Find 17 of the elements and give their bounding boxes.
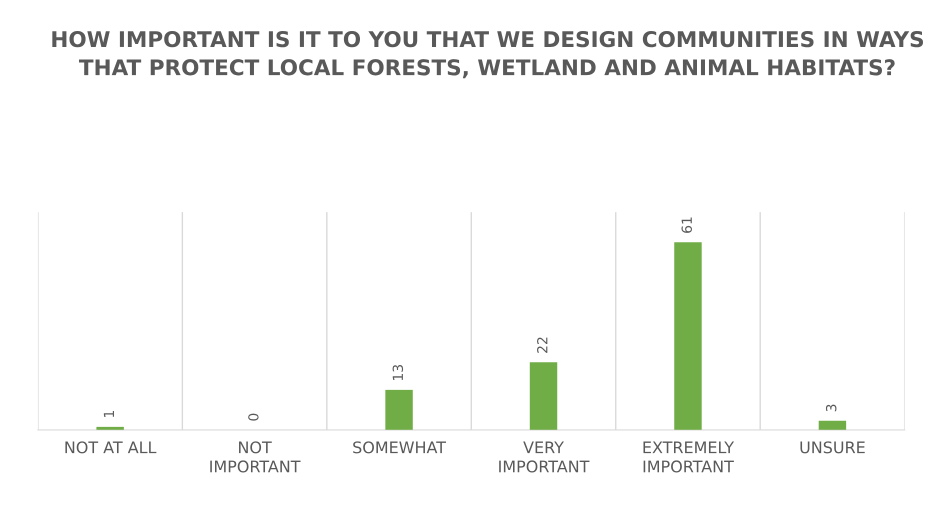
data-label: 61 xyxy=(681,217,692,233)
x-tick-label: NOT AT ALL xyxy=(65,441,156,454)
bar xyxy=(674,242,702,430)
data-label: 13 xyxy=(392,365,404,380)
x-tick-label: SOMEWHAT xyxy=(353,441,446,454)
x-tick-label: NOT IMPORTANT xyxy=(210,441,301,473)
chart-title: HOW IMPORTANT IS IT TO YOU THAT WE DESIGN COMMUNITIES IN WAYS THAT PROTECT LOCAL FORESTS, WETLAND AND ANIMAL HABITATS? xyxy=(52,30,924,78)
data-label: 3 xyxy=(826,404,836,412)
bar xyxy=(530,362,558,430)
x-tick-label: EXTREMELY IMPORTANT xyxy=(643,442,734,473)
bar xyxy=(385,390,413,430)
x-tick-label: VERY IMPORTANT xyxy=(499,442,590,473)
x-tick-label: UNSURE xyxy=(800,441,865,454)
bar xyxy=(818,420,846,430)
data-label: 0 xyxy=(248,414,259,421)
data-label: 1 xyxy=(104,410,114,417)
data-label: 22 xyxy=(537,338,548,353)
